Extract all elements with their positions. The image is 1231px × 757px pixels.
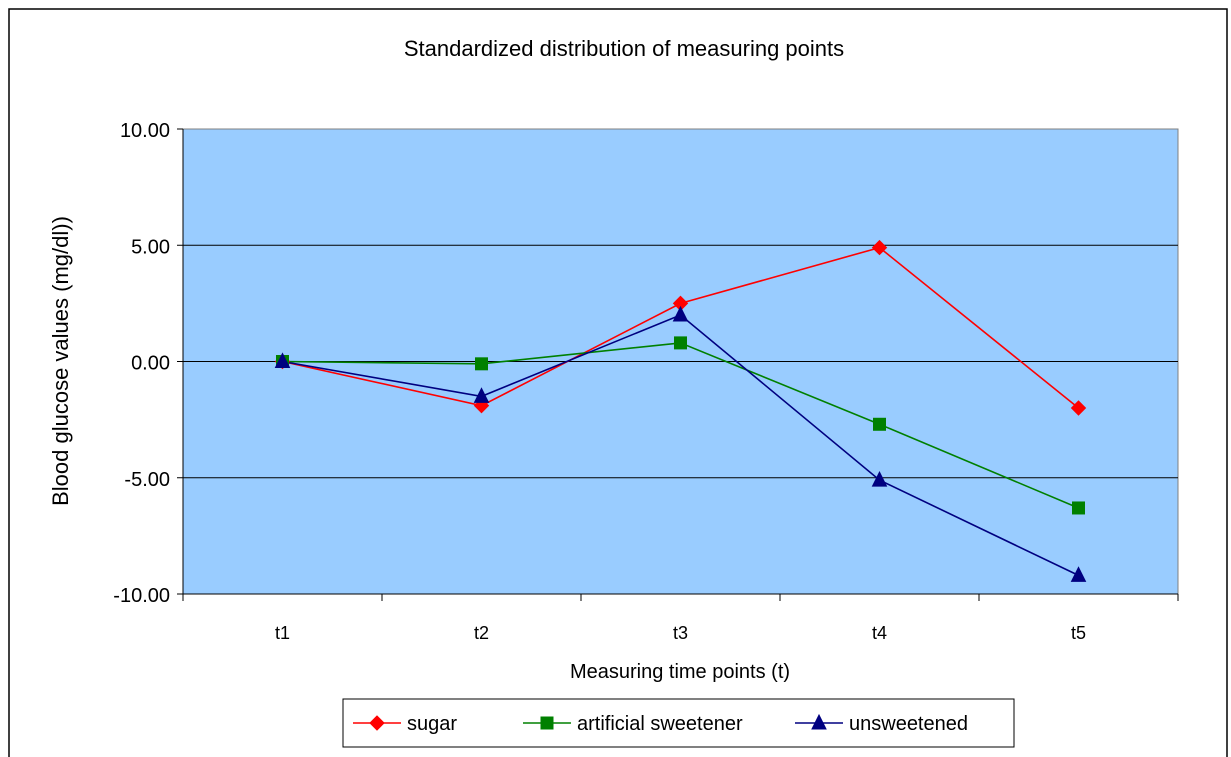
data-point-unsweetened	[1070, 566, 1087, 582]
data-point-artificial-sweetener	[674, 336, 687, 350]
y-tick-label: -5.00	[124, 469, 170, 491]
y-tick-label: 5.00	[131, 236, 170, 258]
y-tick-label: -10.00	[113, 585, 170, 607]
series-markers	[274, 239, 1087, 582]
data-point-unsweetened	[871, 470, 888, 487]
data-point-artificial-sweetener	[475, 357, 488, 371]
y-tick-label: 0.00	[131, 353, 170, 375]
chart-title: Standardized distribution of measuring p…	[404, 36, 844, 61]
x-tick-labels: t1 t2 t3 t4 t5	[275, 623, 1086, 643]
data-point-unsweetened	[672, 305, 689, 322]
x-tick-label: t4	[872, 623, 887, 643]
legend-label: unsweetened	[849, 713, 968, 735]
data-point-artificial-sweetener	[873, 417, 886, 431]
x-axis-label: Measuring time points (t)	[570, 661, 790, 683]
x-tick-label: t5	[1071, 623, 1086, 643]
axes	[177, 128, 1179, 601]
y-tick-labels: -10.00 -5.00 0.00 5.00 10.00	[113, 120, 170, 607]
data-point-unsweetened	[274, 352, 291, 368]
legend-marker	[369, 715, 385, 731]
data-point-unsweetened	[473, 387, 490, 403]
y-tick-label: 10.00	[120, 120, 170, 142]
y-axis-label: Blood glucose values (mg/dl))	[48, 216, 73, 506]
legend-marker	[811, 713, 827, 730]
legend-label: sugar	[407, 713, 457, 735]
data-point-sugar	[871, 239, 888, 256]
legend: sugar artificial sweetener unsweetened	[342, 698, 1015, 748]
x-tick-label: t2	[474, 623, 489, 643]
x-tick-label: t3	[673, 623, 688, 643]
legend-marker	[540, 716, 554, 730]
legend-box	[342, 698, 1015, 748]
data-point-artificial-sweetener	[1072, 501, 1085, 515]
data-point-sugar	[1070, 400, 1087, 416]
legend-label: artificial sweetener	[577, 713, 743, 735]
x-tick-label: t1	[275, 623, 290, 643]
